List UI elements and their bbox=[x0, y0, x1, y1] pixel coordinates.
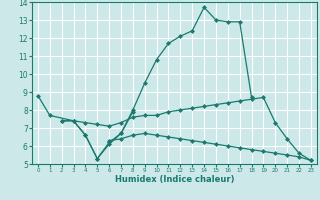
X-axis label: Humidex (Indice chaleur): Humidex (Indice chaleur) bbox=[115, 175, 234, 184]
